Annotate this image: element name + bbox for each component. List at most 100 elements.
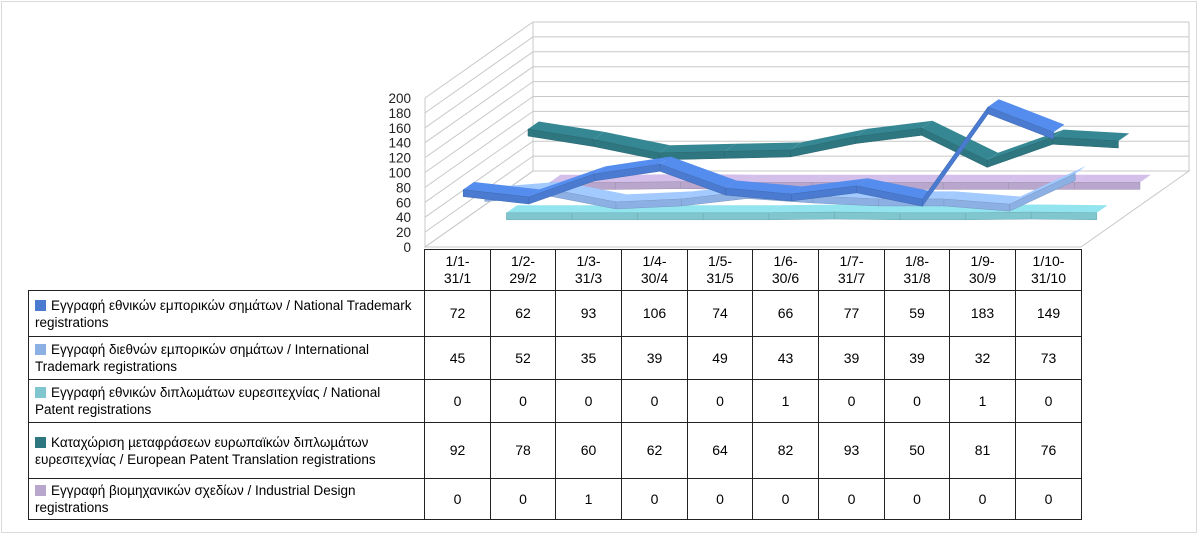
series-segment-top (594, 156, 671, 174)
data-label: 149 (1015, 290, 1082, 337)
data-label: 64 (687, 422, 753, 479)
data-label: 77 (818, 290, 885, 337)
series-segment-front (614, 181, 682, 190)
series-segment-top (1009, 166, 1086, 205)
y-tick-label: 100 (388, 166, 411, 181)
data-label: 82 (752, 422, 819, 479)
series-segment-top (987, 129, 1064, 161)
series-segment-front (942, 182, 1010, 190)
series-ribbons (462, 99, 1151, 221)
data-label: 0 (424, 478, 491, 520)
gridline (424, 81, 534, 159)
series-segment-top (791, 178, 868, 195)
data-label: 93 (818, 422, 885, 479)
gridline (424, 125, 534, 203)
y-tick-label: 0 (403, 240, 411, 255)
category-label: 1/9- 30/9 (949, 249, 1016, 291)
gridline (424, 110, 534, 188)
series-segment-top (660, 156, 737, 189)
gridline (424, 21, 534, 99)
series-segment-front (506, 212, 573, 221)
series-segment-top (528, 166, 606, 198)
series-segment-top (724, 142, 802, 152)
data-label: 0 (1015, 379, 1082, 423)
data-label: 0 (818, 478, 885, 520)
table-header-row: 1/1- 31/1 1/2- 29/2 1/3- 31/3 1/4- 30/4 1/5-… (29, 249, 1082, 291)
series-segment-front (571, 212, 638, 221)
series-segment-top (593, 131, 670, 153)
data-label: 76 (1015, 422, 1082, 479)
series-segment-front (834, 211, 901, 221)
table-corner (29, 250, 425, 291)
legend-swatch (35, 436, 46, 448)
series-name: Εγγραφή εθνικών διπλωµάτων ευρεσιτεχνίας… (35, 385, 381, 417)
data-label: 183 (949, 290, 1016, 337)
data-label: 0 (1015, 478, 1082, 520)
series-segment-front (1052, 136, 1119, 149)
legend-swatch (35, 485, 46, 496)
data-table: 1/1- 31/1 1/2- 29/2 1/3- 31/3 1/4- 30/4 1/5-… (28, 249, 1082, 520)
legend-entry: Καταχώριση µεταφράσεων ευρωπαϊκών διπλωµ… (28, 422, 425, 479)
y-tick-label: 200 (388, 91, 411, 106)
series-segment-top (746, 174, 823, 183)
y-tick-label: 160 (388, 121, 411, 136)
series-name: Εγγραφή εθνικών εμπορικών σηµάτων / Nati… (35, 297, 412, 330)
series-segment-top (528, 121, 605, 140)
series-segment-top (1074, 174, 1151, 183)
gridline (424, 36, 534, 114)
series-segment-top (877, 174, 954, 183)
table-row: Καταχώριση µεταφράσεων ευρωπαϊκών διπλωµ… (28, 422, 1082, 479)
legend-swatch (35, 387, 46, 398)
legend-entry: Εγγραφή διεθνών εµπορικών σηµάτων / Inte… (28, 336, 425, 380)
series-segment-front (987, 106, 1054, 140)
data-label: 39 (621, 336, 688, 380)
data-label: 50 (884, 422, 950, 479)
data-label: 93 (555, 290, 622, 337)
legend-swatch (35, 299, 46, 311)
table-row: Εγγραφή διεθνών εµπορικών σηµάτων / Inte… (28, 336, 1082, 380)
data-label: 49 (687, 336, 753, 380)
series-segment-front (1074, 182, 1141, 190)
data-label: 32 (949, 336, 1016, 380)
gridline (424, 140, 534, 218)
category-label: 1/4- 30/4 (621, 249, 688, 291)
category-label: 1/5- 31/5 (687, 249, 753, 291)
table-row: Εγγραφή εθνικών εμπορικών σηµάτων / Nati… (28, 290, 1082, 337)
legend-entry: Εγγραφή εθνικών εμπορικών σηµάτων / Nati… (28, 290, 425, 337)
series-segment-top (768, 204, 846, 213)
gridline (424, 66, 534, 144)
data-label: 0 (949, 478, 1016, 520)
series-line (527, 120, 1130, 168)
data-label: 1 (752, 379, 819, 423)
data-label: 35 (555, 336, 622, 380)
series-segment-top (506, 205, 583, 213)
data-label: 0 (884, 379, 950, 423)
series-segment-front (965, 211, 1032, 221)
data-label: 0 (621, 478, 688, 520)
series-segment-top (856, 178, 934, 200)
data-label: 43 (752, 336, 819, 380)
category-label: 1/7- 31/7 (818, 249, 885, 291)
category-label: 1/3- 31/3 (555, 249, 622, 291)
y-tick-label: 60 (396, 195, 411, 210)
legend-entry: Εγγραφή εθνικών διπλωµάτων ευρεσιτεχνίας… (28, 379, 425, 423)
data-label: 0 (424, 379, 491, 423)
gridline (424, 96, 534, 173)
series-segment-top (921, 120, 998, 161)
data-label: 0 (621, 379, 688, 423)
data-label: 0 (884, 478, 950, 520)
series-segment-front (1030, 211, 1098, 221)
data-label: 39 (884, 336, 950, 380)
series-segment-top (615, 174, 692, 183)
series-segment-top (790, 128, 867, 150)
series-segment-top (944, 191, 1021, 205)
legend-entry: Εγγραφή βιοµηχανικών σχεδίων / Industria… (28, 478, 425, 520)
series-segment-top (463, 181, 540, 198)
data-label: 0 (687, 478, 753, 520)
y-tick-label: 20 (396, 225, 411, 240)
series-name: Εγγραφή βιοµηχανικών σχεδίων / Industria… (35, 483, 356, 515)
data-label: 1 (949, 379, 1016, 423)
chart-walls (423, 21, 1191, 248)
